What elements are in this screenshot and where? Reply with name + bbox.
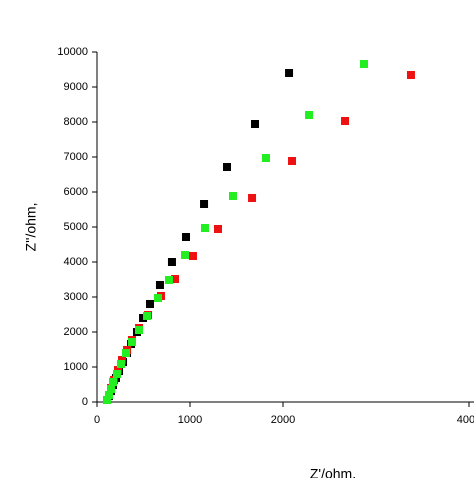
point — [122, 349, 131, 357]
y-tick-label: 4000 — [64, 256, 88, 268]
y-tick-label: 1000 — [64, 361, 88, 373]
point — [171, 275, 180, 284]
y-tick-label: 9000 — [64, 81, 88, 93]
point — [182, 233, 191, 242]
y-tick-label: 7000 — [64, 151, 88, 163]
point — [213, 224, 222, 233]
x-tick-label: 0 — [94, 414, 100, 426]
point — [104, 391, 113, 399]
point — [103, 396, 112, 405]
x-tick-label: 1000 — [178, 414, 202, 426]
y-tick-label: 10000 — [57, 46, 88, 58]
point — [127, 338, 136, 347]
point — [164, 275, 173, 284]
point — [116, 359, 125, 368]
y-tick-label: 5000 — [64, 221, 88, 233]
point — [341, 116, 350, 125]
point — [223, 163, 232, 172]
point — [200, 200, 209, 209]
y-axis-title: Z''/ohm, — [23, 203, 39, 252]
y-tick-label: 6000 — [64, 186, 88, 198]
x-axis-title: Z'/ohm, — [310, 466, 356, 478]
point — [288, 156, 297, 165]
y-tick-label: 3000 — [64, 291, 88, 303]
point — [248, 193, 257, 202]
point — [188, 252, 197, 261]
point — [135, 326, 144, 335]
point — [200, 224, 209, 233]
point — [360, 60, 369, 69]
point — [143, 312, 152, 321]
point — [167, 258, 176, 266]
point — [107, 385, 116, 394]
point — [251, 119, 260, 128]
point — [406, 70, 415, 79]
y-tick-label: 8000 — [64, 116, 88, 128]
point — [305, 111, 314, 119]
point — [146, 300, 155, 308]
point — [228, 191, 237, 200]
point — [155, 280, 164, 289]
point — [154, 294, 163, 303]
x-tick-label: 4000 — [457, 414, 474, 426]
point — [180, 251, 189, 259]
x-tick-label: 2000 — [271, 414, 295, 426]
y-tick-label: 2000 — [64, 326, 88, 338]
point — [112, 370, 121, 378]
point — [261, 154, 270, 163]
point — [285, 69, 294, 77]
point — [108, 378, 117, 387]
y-tick-label: 0 — [82, 396, 88, 408]
